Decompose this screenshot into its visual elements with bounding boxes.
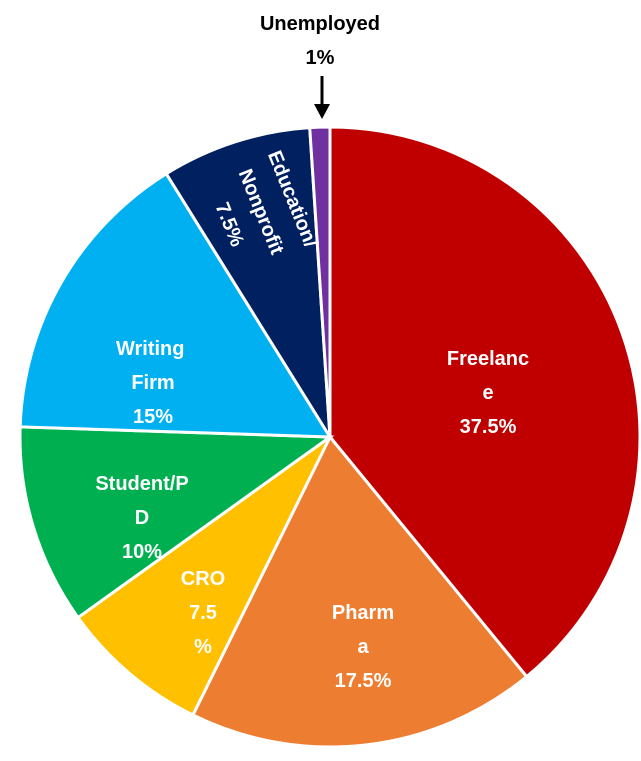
value-label: 37.5%	[460, 416, 517, 438]
pie-slice	[18, 425, 335, 620]
value-label: 15%	[133, 406, 173, 428]
pie-slice	[328, 125, 641, 679]
category-label: Freelanc e	[447, 348, 529, 404]
slice-label: Freelanc e 37.5%	[447, 348, 529, 438]
pie-slice	[18, 171, 333, 439]
value-label: 10%	[122, 541, 162, 563]
callout-arrowhead	[314, 104, 330, 119]
value-label: 7.5%	[189, 602, 217, 658]
value-label: 1%	[306, 47, 335, 69]
value-label: 17.5%	[335, 670, 392, 692]
category-label: Writing Firm	[116, 338, 190, 394]
slice-label: CRO 7.5%	[181, 568, 225, 658]
category-label: Unemployed	[260, 13, 380, 35]
slices	[18, 125, 641, 749]
pie-slice	[308, 125, 332, 438]
category-label: Student/P D	[95, 473, 188, 529]
slice-label: Writing Firm 15%	[116, 338, 190, 428]
pie-slice	[164, 126, 332, 438]
pie-slice	[190, 434, 529, 749]
slice-label: Unemployed 1%	[260, 13, 380, 69]
slice-label: Student/P D 10%	[95, 473, 188, 563]
slice-label: Pharm a 17.5%	[332, 602, 394, 692]
category-label: CRO	[181, 568, 225, 590]
category-label: Pharm a	[332, 602, 394, 658]
pie-slice	[75, 435, 332, 718]
